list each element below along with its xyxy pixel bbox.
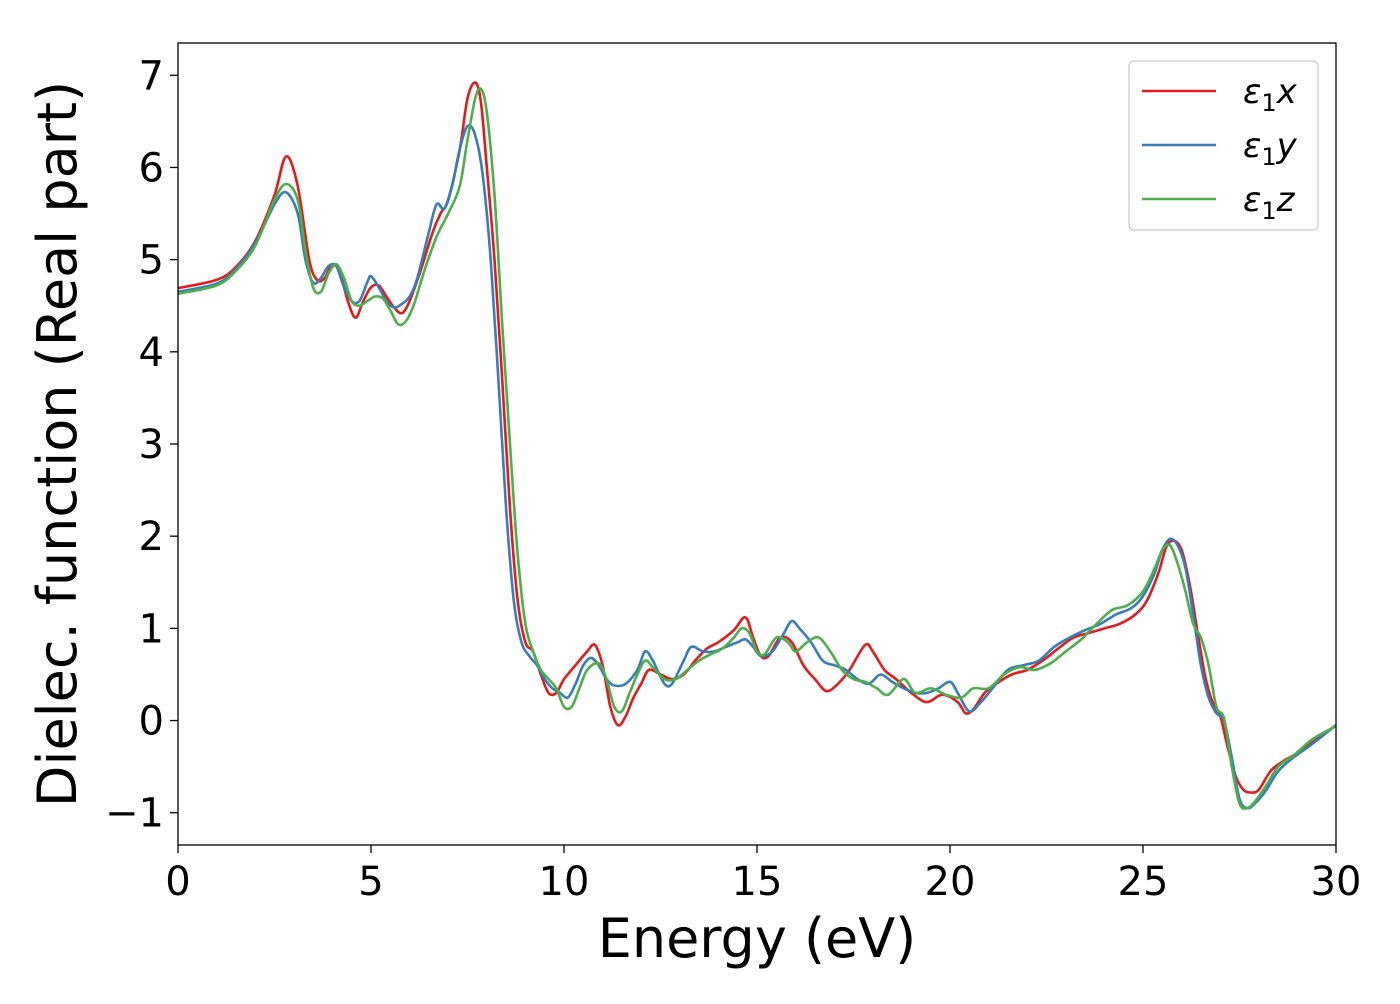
x-axis-title: Energy (eV)	[598, 907, 917, 970]
y-tick-label: 3	[139, 422, 164, 468]
x-tick-label: 5	[358, 859, 383, 905]
x-tick-label: 30	[1311, 859, 1362, 905]
series-layer	[178, 81, 1336, 810]
y-axis-title: Dielec. function (Real part)	[26, 81, 89, 807]
series-line-y	[178, 123, 1336, 810]
legend-label-y: ε1y	[1243, 126, 1298, 171]
y-tick-label: 0	[139, 699, 164, 745]
x-tick-label: 25	[1118, 859, 1169, 905]
series-line-z	[178, 87, 1336, 810]
y-tick-label: 6	[139, 145, 164, 191]
x-tick-label: 20	[925, 859, 976, 905]
legend: ε1x ε1y ε1z	[1128, 60, 1319, 231]
x-tick-label: 10	[539, 859, 590, 905]
y-tick-label: −1	[105, 791, 164, 837]
y-tick-label: 2	[139, 514, 164, 560]
legend-box	[1128, 60, 1319, 231]
legend-label-x: ε1x	[1243, 72, 1298, 117]
y-tick-label: 5	[139, 238, 164, 284]
x-tick-label: 0	[165, 859, 190, 905]
x-tick-label: 15	[732, 859, 783, 905]
y-tick-label: 1	[139, 606, 164, 652]
y-tick-label: 4	[139, 330, 164, 376]
legend-label-z: ε1z	[1243, 180, 1296, 225]
y-tick-label: 7	[139, 53, 164, 99]
